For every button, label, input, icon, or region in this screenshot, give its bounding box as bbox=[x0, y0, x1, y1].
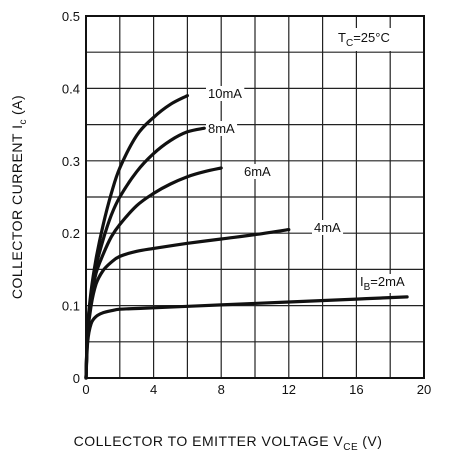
y-tick-label: 0.3 bbox=[62, 154, 80, 169]
x-tick-label: 4 bbox=[150, 382, 157, 397]
x-tick-label: 20 bbox=[417, 382, 431, 397]
y-tick-label: 0 bbox=[73, 371, 80, 386]
x-tick-label: 0 bbox=[82, 382, 89, 397]
series-curves bbox=[86, 96, 407, 378]
curve-label-6mA: 6mA bbox=[244, 164, 271, 179]
x-axis-label: COLLECTOR TO EMITTER VOLTAGE VCE (V) bbox=[74, 433, 383, 453]
y-tick-label: 0.4 bbox=[62, 81, 80, 96]
y-tick-label: 0.2 bbox=[62, 226, 80, 241]
grid bbox=[86, 16, 424, 378]
x-tick-label: 12 bbox=[282, 382, 296, 397]
y-axis-label: COLLECTOR CURRENT Ic(A) bbox=[9, 95, 29, 299]
x-tick-label: 16 bbox=[349, 382, 363, 397]
y-tick-label: 0.5 bbox=[62, 9, 80, 24]
curve-label-8mA: 8mA bbox=[208, 121, 235, 136]
y-tick-label: 0.1 bbox=[62, 299, 80, 314]
series-curve-2mA bbox=[86, 297, 407, 378]
temperature-annotation: TC=25°C bbox=[334, 28, 394, 51]
curve-label-4mA: 4mA bbox=[314, 220, 341, 235]
curve-label-10mA: 10mA bbox=[208, 86, 242, 101]
x-tick-label: 8 bbox=[218, 382, 225, 397]
